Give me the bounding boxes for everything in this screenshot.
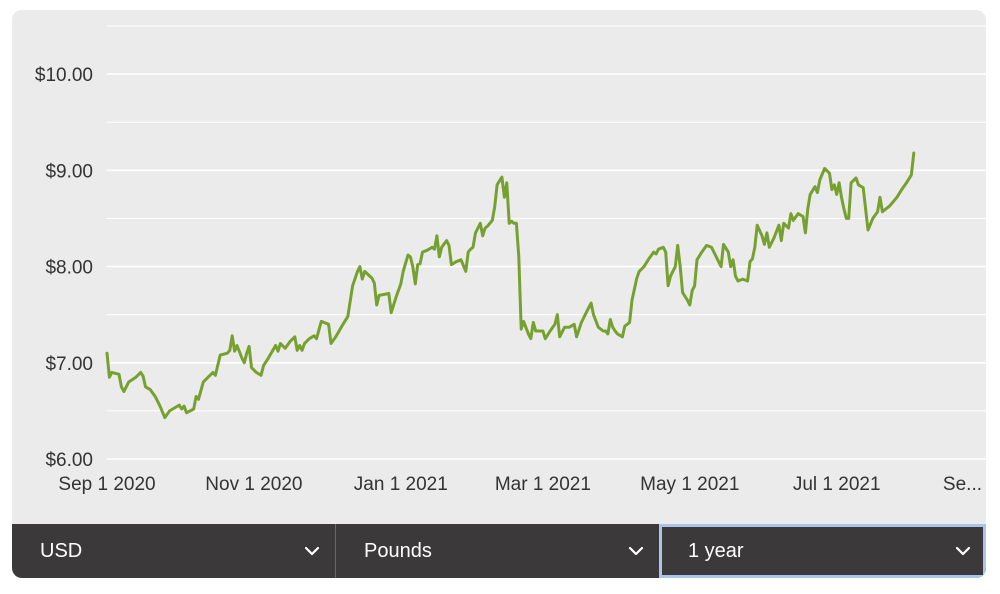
chevron-down-icon xyxy=(304,546,320,556)
y-tick-label: $8.00 xyxy=(45,258,93,279)
chevron-down-icon xyxy=(955,546,971,556)
x-tick-label: Sep 1 2020 xyxy=(58,474,155,495)
chart-grid xyxy=(107,25,986,460)
y-axis-ticks: $6.00 $7.00 $8.00 $9.00 $10.00 xyxy=(35,65,93,471)
price-chart-card: $6.00 $7.00 $8.00 $9.00 $10.00 Sep 1 2020 Nov… xyxy=(12,10,986,578)
x-tick-label: Jul 1 2021 xyxy=(793,474,881,495)
range-select-value: 1 year xyxy=(688,539,744,562)
currency-select[interactable]: USD xyxy=(12,524,335,578)
x-tick-label: Se... xyxy=(943,474,982,495)
unit-select-value: Pounds xyxy=(364,539,432,562)
y-tick-label: $6.00 xyxy=(45,450,93,471)
y-tick-label: $9.00 xyxy=(45,161,93,182)
unit-select[interactable]: Pounds xyxy=(335,524,659,578)
x-axis-ticks: Sep 1 2020 Nov 1 2020 Jan 1 2021 Mar 1 2021… xyxy=(58,474,982,495)
x-tick-label: May 1 2021 xyxy=(640,474,739,495)
y-tick-label: $10.00 xyxy=(35,65,93,86)
x-tick-label: Mar 1 2021 xyxy=(495,474,591,495)
price-series-line xyxy=(105,151,916,420)
y-tick-label: $7.00 xyxy=(45,354,93,375)
chart-controls: USD Pounds 1 year xyxy=(12,524,986,578)
price-chart: $6.00 $7.00 $8.00 $9.00 $10.00 Sep 1 2020 Nov… xyxy=(35,25,986,495)
range-select[interactable]: 1 year xyxy=(659,524,986,578)
x-tick-label: Nov 1 2020 xyxy=(205,474,302,495)
x-tick-label: Jan 1 2021 xyxy=(354,474,448,495)
currency-select-value: USD xyxy=(40,539,83,562)
chevron-down-icon xyxy=(628,546,644,556)
